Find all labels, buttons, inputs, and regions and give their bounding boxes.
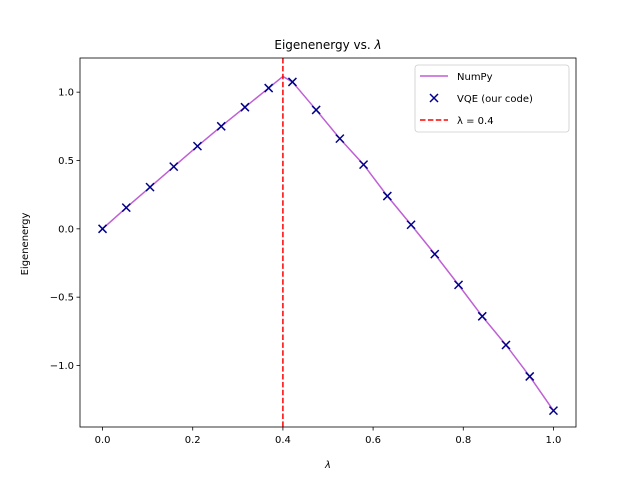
legend-label: VQE (our code) bbox=[457, 94, 533, 105]
vqe-marker-stroke bbox=[264, 83, 274, 93]
vqe-data-point bbox=[169, 162, 179, 172]
vqe-data-point bbox=[335, 134, 345, 144]
vqe-marker-stroke bbox=[477, 311, 487, 321]
vqe-data-point bbox=[121, 203, 131, 213]
legend-label: NumPy bbox=[457, 72, 493, 83]
vqe-data-point bbox=[382, 191, 392, 201]
vqe-data-point bbox=[311, 105, 321, 115]
vqe-marker-stroke bbox=[454, 280, 464, 290]
legend-vqe-swatch bbox=[429, 93, 439, 103]
y-tick-label: 0.5 bbox=[58, 156, 74, 167]
vqe-marker-stroke bbox=[287, 77, 297, 87]
y-tick-label: 0.0 bbox=[58, 224, 74, 235]
vqe-data-point bbox=[359, 160, 369, 170]
chart-title: Eigenenergy vs. λ bbox=[274, 38, 381, 52]
vqe-data-point bbox=[192, 141, 202, 151]
vqe-marker-stroke bbox=[121, 203, 131, 213]
vqe-data-point bbox=[454, 280, 464, 290]
x-tick-label: 0.4 bbox=[275, 435, 291, 446]
vqe-marker-stroke bbox=[311, 105, 321, 115]
vqe-data-point bbox=[98, 224, 108, 234]
vqe-marker-stroke bbox=[406, 220, 416, 230]
vqe-marker-stroke bbox=[335, 134, 345, 144]
x-tick-label: 0.6 bbox=[365, 435, 381, 446]
vqe-marker-stroke bbox=[525, 371, 535, 381]
vqe-data-point bbox=[501, 340, 511, 350]
vqe-data-point bbox=[216, 121, 226, 131]
vqe-data-point bbox=[145, 182, 155, 192]
x-tick-label: 0.8 bbox=[455, 435, 471, 446]
x-tick-label: 0.2 bbox=[185, 435, 201, 446]
legend: NumPy VQE (our code) λ = 0.4 bbox=[414, 64, 570, 133]
vqe-marker-stroke bbox=[359, 160, 369, 170]
legend-box bbox=[414, 64, 570, 133]
legend-marker-stroke bbox=[429, 93, 439, 103]
vqe-data-point bbox=[430, 249, 440, 259]
vqe-data-point bbox=[477, 311, 487, 321]
vqe-marker-stroke bbox=[216, 121, 226, 131]
y-axis-label: Eigenenergy bbox=[20, 213, 31, 276]
vqe-marker-stroke bbox=[430, 249, 440, 259]
vqe-marker-stroke bbox=[98, 224, 108, 234]
vqe-marker-stroke bbox=[169, 162, 179, 172]
vqe-data-point bbox=[287, 77, 297, 87]
plot-frame bbox=[79, 57, 577, 428]
x-tick-label: 1.0 bbox=[546, 435, 562, 446]
vqe-marker-stroke bbox=[192, 141, 202, 151]
vqe-data-point bbox=[240, 102, 250, 112]
vqe-data-point bbox=[525, 371, 535, 381]
x-axis: 0.0 0.2 0.4 0.6 0.8 1.0 bbox=[95, 427, 562, 446]
vqe-data-point bbox=[548, 406, 558, 416]
vqe-data-point bbox=[406, 220, 416, 230]
y-axis: −1.0 −0.5 0.0 0.5 1.0 bbox=[50, 88, 80, 372]
x-tick-label: 0.0 bbox=[95, 435, 111, 446]
y-tick-label: −0.5 bbox=[50, 293, 74, 304]
x-axis-label: λ bbox=[324, 460, 331, 471]
vqe-marker-stroke bbox=[501, 340, 511, 350]
chart-title-symbol: λ bbox=[374, 38, 382, 52]
vqe-marker-stroke bbox=[382, 191, 392, 201]
vqe-marker-stroke bbox=[548, 406, 558, 416]
plot-area bbox=[98, 58, 558, 427]
vqe-data-point bbox=[264, 83, 274, 93]
y-tick-label: −1.0 bbox=[50, 361, 74, 372]
legend-label: λ = 0.4 bbox=[457, 116, 494, 127]
y-tick-label: 1.0 bbox=[58, 88, 74, 99]
vqe-marker-stroke bbox=[240, 102, 250, 112]
vqe-marker-stroke bbox=[145, 182, 155, 192]
chart-title-prefix: Eigenenergy vs. bbox=[274, 38, 374, 52]
